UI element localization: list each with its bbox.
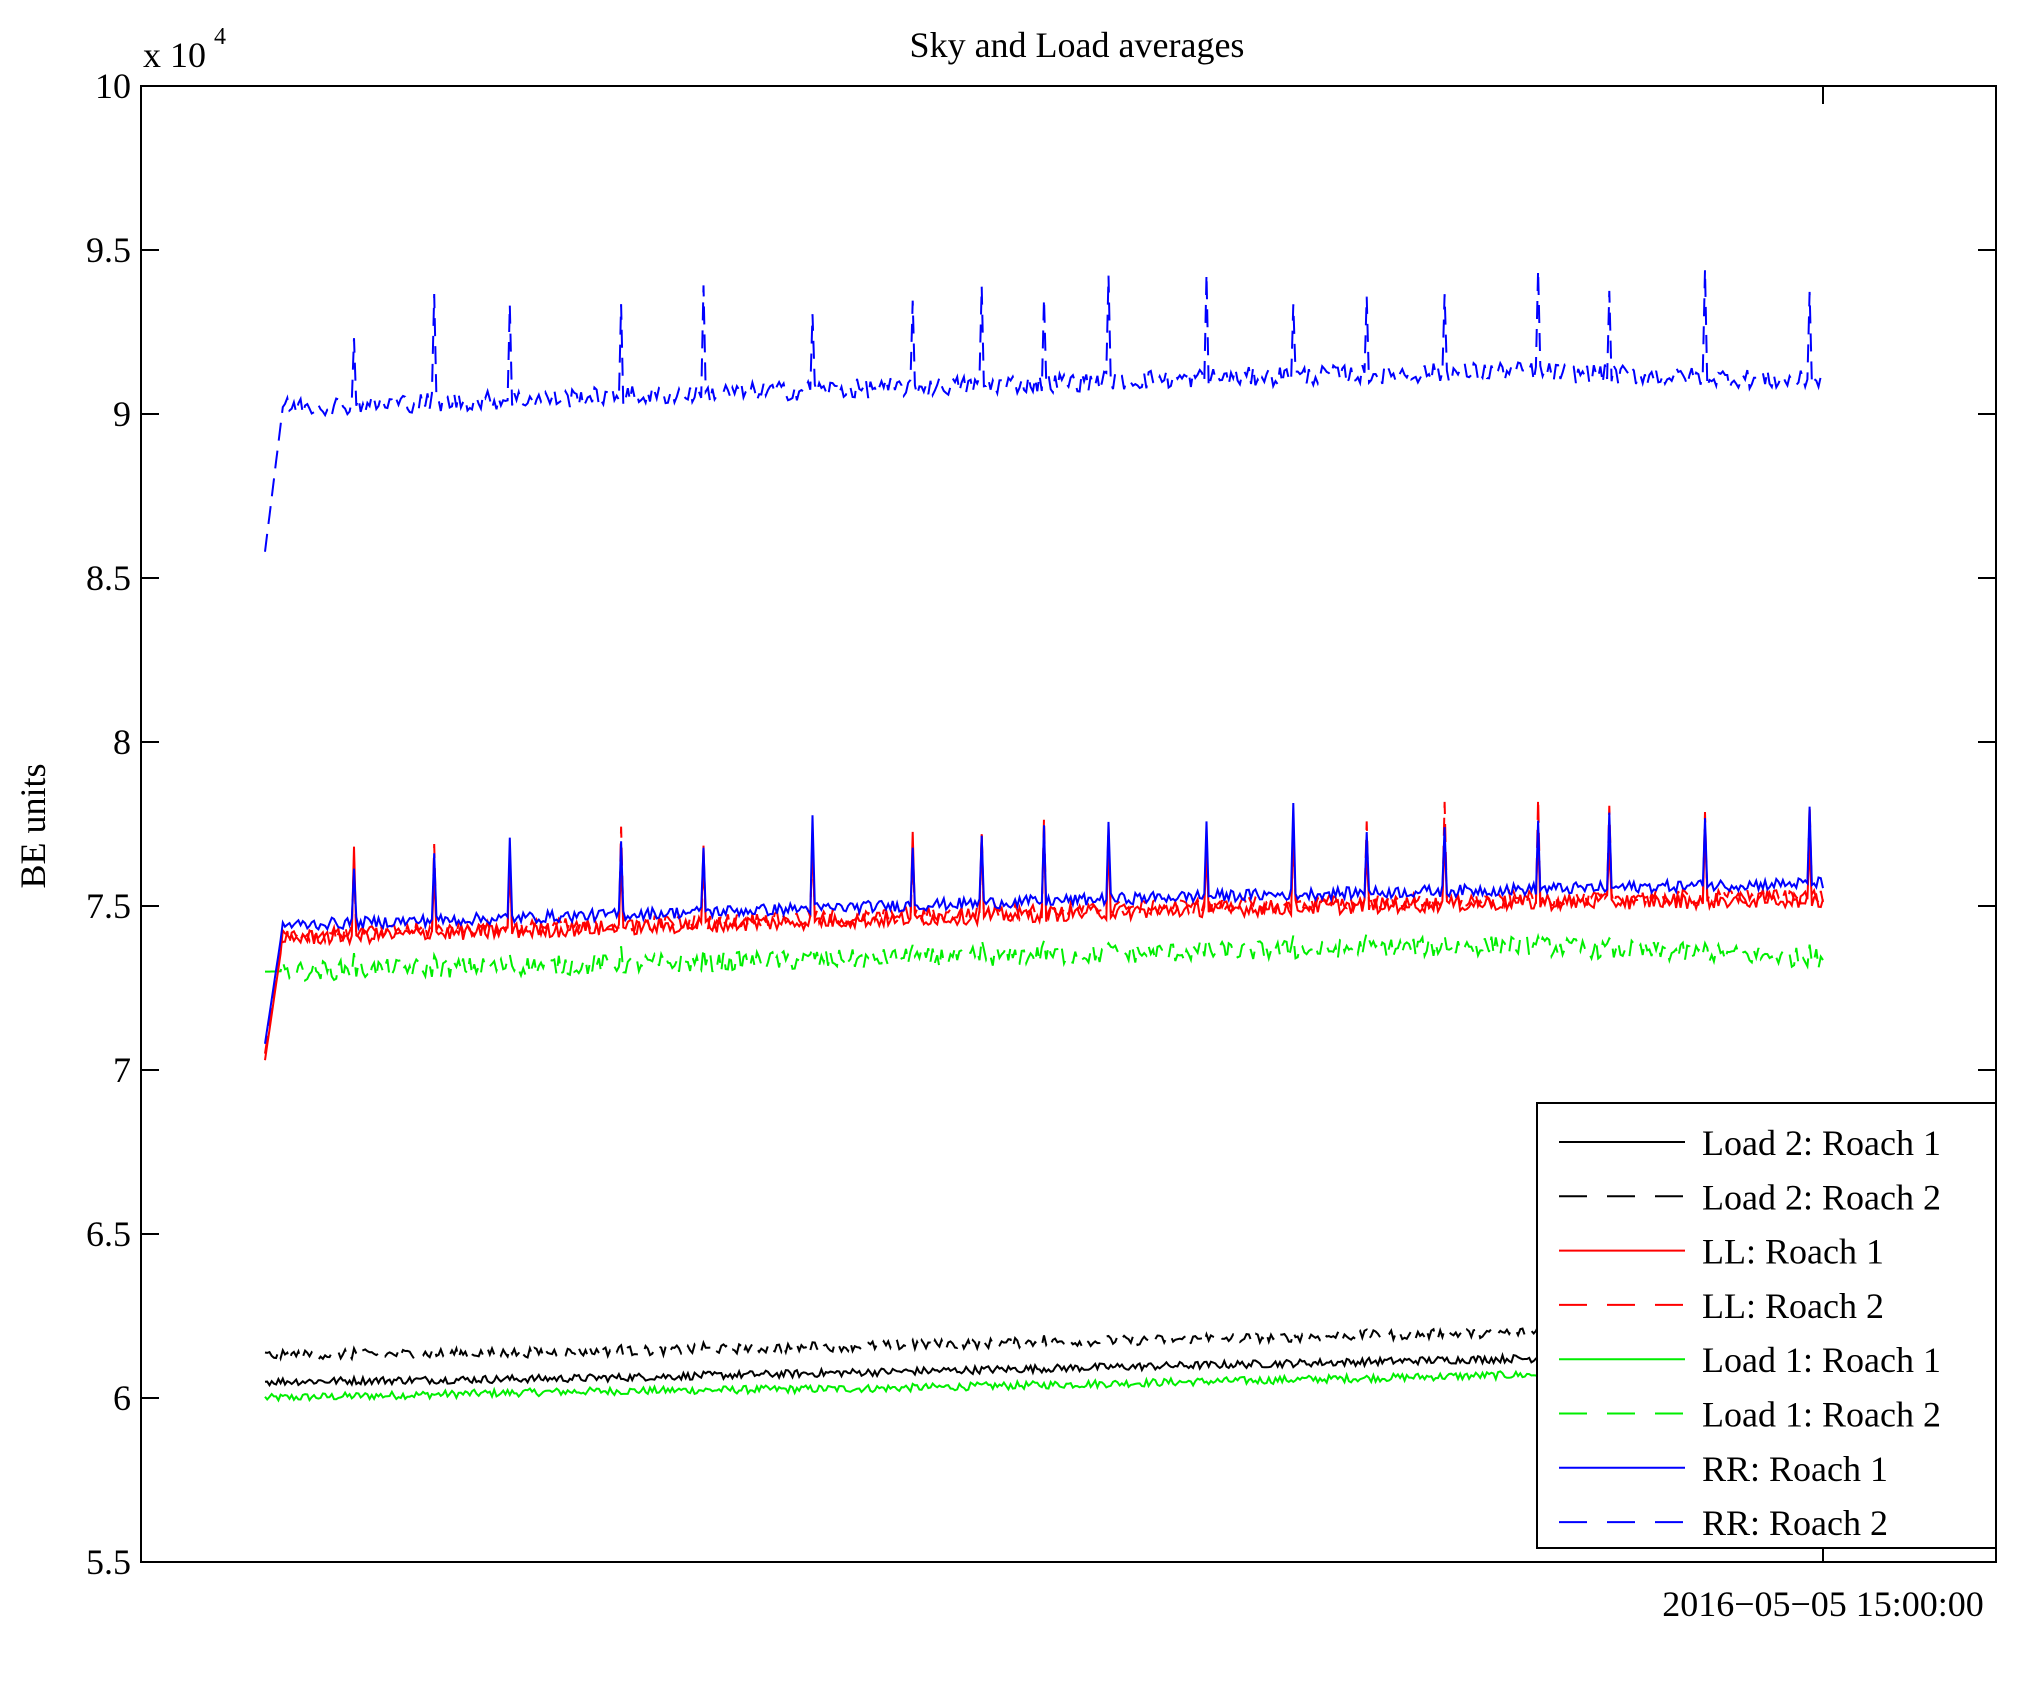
y-axis-label: BE units — [13, 763, 53, 888]
y-tick-label: 8 — [113, 722, 131, 762]
series-line — [264, 802, 1824, 1044]
legend-label: LL: Roach 1 — [1702, 1232, 1884, 1272]
legend-label: Load 2: Roach 1 — [1702, 1123, 1941, 1163]
y-tick-label: 6.5 — [86, 1214, 131, 1254]
y-exponent-label: x 10 4 — [143, 24, 226, 75]
y-tick-label: 7 — [113, 1050, 131, 1090]
legend-label: Load 1: Roach 2 — [1702, 1395, 1941, 1435]
chart-title: Sky and Load averages — [910, 25, 1245, 65]
y-tick-label: 8.5 — [86, 558, 131, 598]
legend-label: LL: Roach 2 — [1702, 1286, 1884, 1326]
legend-label: Load 2: Roach 2 — [1702, 1177, 1941, 1217]
y-tick-label: 7.5 — [86, 886, 131, 926]
series-line — [265, 929, 1824, 983]
y-axis-ticks: 5.5 6 6.5 7 7.5 8 8.5 9 9.5 10 — [86, 66, 1996, 1582]
legend-box — [1536, 1102, 1997, 1549]
x-tick-label: 2016−05−05 15:00:00 — [1662, 1584, 1984, 1624]
axes-frame — [140, 85, 1997, 1563]
y-tick-label: 9 — [113, 394, 131, 434]
legend: Load 2: Roach 1 Load 2: Roach 2 LL: Roach … — [1536, 1102, 1997, 1549]
y-tick-label: 6 — [113, 1378, 131, 1418]
legend-label: Load 1: Roach 1 — [1702, 1340, 1941, 1380]
y-exponent-power: 4 — [214, 24, 226, 50]
y-tick-label: 10 — [95, 66, 131, 106]
y-tick-label: 9.5 — [86, 230, 131, 270]
y-tick-label: 5.5 — [86, 1542, 131, 1582]
legend-label: RR: Roach 1 — [1702, 1449, 1888, 1489]
series-line — [264, 269, 1824, 552]
legend-label: RR: Roach 2 — [1702, 1503, 1888, 1543]
y-exponent-base: x 10 — [143, 35, 206, 75]
